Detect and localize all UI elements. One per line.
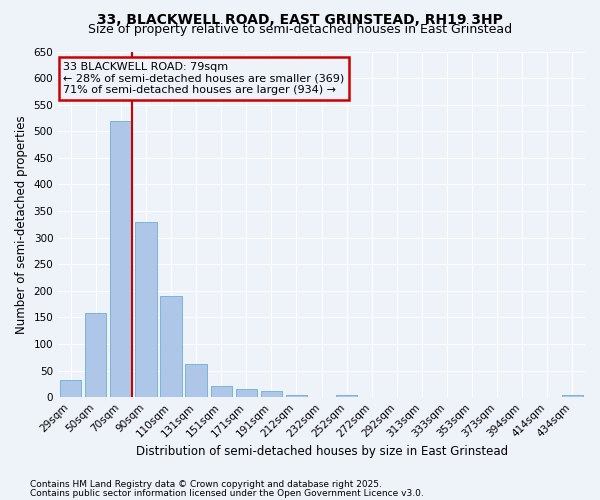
Bar <box>211 386 232 397</box>
X-axis label: Distribution of semi-detached houses by size in East Grinstead: Distribution of semi-detached houses by … <box>136 444 508 458</box>
Bar <box>261 392 282 397</box>
Text: 33, BLACKWELL ROAD, EAST GRINSTEAD, RH19 3HP: 33, BLACKWELL ROAD, EAST GRINSTEAD, RH19… <box>97 12 503 26</box>
Y-axis label: Number of semi-detached properties: Number of semi-detached properties <box>15 115 28 334</box>
Bar <box>110 120 131 397</box>
Bar <box>136 222 157 397</box>
Bar <box>185 364 207 397</box>
Bar <box>60 380 82 397</box>
Bar <box>160 296 182 397</box>
Text: Contains public sector information licensed under the Open Government Licence v3: Contains public sector information licen… <box>30 488 424 498</box>
Bar <box>236 389 257 397</box>
Text: Contains HM Land Registry data © Crown copyright and database right 2025.: Contains HM Land Registry data © Crown c… <box>30 480 382 489</box>
Bar <box>562 394 583 397</box>
Bar <box>85 313 106 397</box>
Bar <box>286 394 307 397</box>
Text: 33 BLACKWELL ROAD: 79sqm
← 28% of semi-detached houses are smaller (369)
71% of : 33 BLACKWELL ROAD: 79sqm ← 28% of semi-d… <box>64 62 344 95</box>
Bar <box>336 395 358 397</box>
Text: Size of property relative to semi-detached houses in East Grinstead: Size of property relative to semi-detach… <box>88 24 512 36</box>
